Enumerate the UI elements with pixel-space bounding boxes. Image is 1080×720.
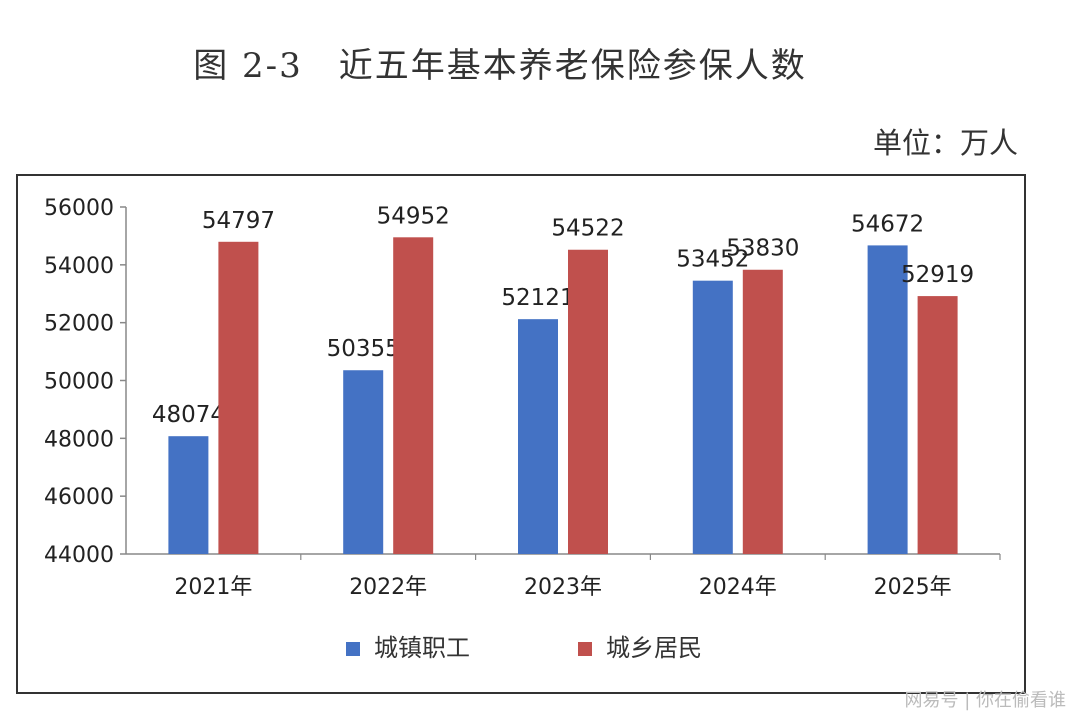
data-label: 50355 <box>327 336 400 362</box>
y-tick-label: 52000 <box>44 312 114 337</box>
data-label: 54672 <box>851 211 924 237</box>
data-label: 48074 <box>152 402 225 428</box>
bar-urban-employee-3 <box>692 280 733 554</box>
bar-urban-employee-0 <box>168 436 209 554</box>
y-tick-label: 56000 <box>44 196 114 221</box>
y-tick-label: 54000 <box>44 254 114 279</box>
bar-urban-employee-4 <box>867 245 908 554</box>
data-label: 53452 <box>676 247 749 273</box>
legend-label-0: 城镇职工 <box>374 634 470 662</box>
data-label: 52919 <box>901 262 974 288</box>
x-tick-label: 2022年 <box>349 575 427 600</box>
data-label: 54952 <box>377 203 450 229</box>
legend-swatch-1 <box>578 642 592 656</box>
x-tick-label: 2025年 <box>874 575 952 600</box>
chart-title: 图 2-3 近五年基本养老保险参保人数 <box>193 46 807 86</box>
data-label: 54797 <box>202 208 275 234</box>
bar-urban-rural-resident-4 <box>917 296 958 554</box>
unit-label: 单位：万人 <box>872 126 1018 160</box>
data-label: 53830 <box>726 236 799 262</box>
bar-urban-rural-resident-1 <box>393 237 434 554</box>
chart-frame <box>16 174 1026 694</box>
legend-swatch-0 <box>346 642 360 656</box>
x-tick-label: 2024年 <box>699 575 777 600</box>
y-tick-label: 50000 <box>44 370 114 395</box>
y-tick-label: 46000 <box>44 485 114 510</box>
y-tick-label: 44000 <box>44 543 114 568</box>
bar-urban-rural-resident-3 <box>742 269 783 554</box>
bar-urban-employee-1 <box>343 370 384 554</box>
bar-urban-employee-2 <box>518 319 558 554</box>
x-tick-label: 2023年 <box>524 575 602 600</box>
x-tick-label: 2021年 <box>174 575 252 600</box>
watermark-text: 网易号 | 你在偷看谁 <box>904 690 1066 711</box>
legend-label-1: 城乡居民 <box>606 634 702 662</box>
data-label: 52121 <box>501 285 574 311</box>
bar-urban-rural-resident-0 <box>218 241 259 554</box>
bar-urban-rural-resident-2 <box>568 249 608 554</box>
y-tick-label: 48000 <box>44 427 114 452</box>
data-label: 54522 <box>551 216 624 242</box>
